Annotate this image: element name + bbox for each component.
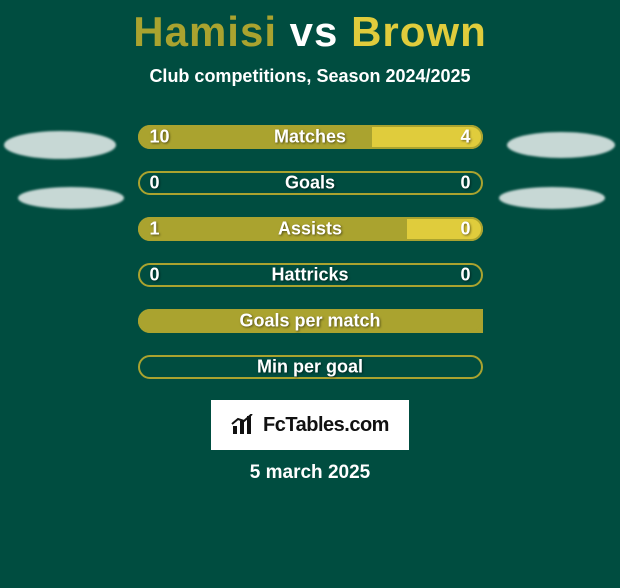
stat-label: Goals [285, 173, 335, 194]
player2-value: 4 [460, 127, 470, 148]
subtitle: Club competitions, Season 2024/2025 [0, 66, 620, 87]
player1-value: 1 [150, 219, 160, 240]
player1-photo-placeholder [4, 131, 116, 159]
player1-club-placeholder [18, 187, 124, 209]
stat-label: Matches [274, 127, 346, 148]
stat-row: Goals per match [138, 309, 483, 333]
stats-container: 104Matches00Goals10Assists00HattricksGoa… [0, 125, 620, 379]
logo-text: FcTables.com [263, 414, 389, 437]
player1-value: 0 [150, 173, 160, 194]
player2-value: 0 [460, 265, 470, 286]
stat-row: 0 0 Hattricks [138, 263, 483, 287]
stat-row: Min per goal [138, 355, 483, 379]
comparison-title: Hamisi vs Brown [0, 8, 620, 56]
player2-name: Brown [351, 8, 487, 55]
player1-value: 0 [150, 265, 160, 286]
chart-icon [231, 414, 257, 436]
stat-label: Goals per match [239, 311, 380, 332]
stat-row: 0 0 Goals [138, 171, 483, 195]
player2-club-placeholder [499, 187, 605, 209]
player1-name: Hamisi [133, 8, 277, 55]
player2-photo-placeholder [507, 132, 615, 158]
stat-label: Hattricks [271, 265, 348, 286]
vs-text: vs [290, 8, 339, 55]
player2-value: 0 [460, 219, 470, 240]
player2-value: 0 [460, 173, 470, 194]
player1-value: 10 [150, 127, 170, 148]
stat-row: 1 0 Assists [138, 217, 483, 241]
stat-label: Assists [278, 219, 342, 240]
stat-row: 10 4 Matches [138, 125, 483, 149]
date-text: 5 march 2025 [250, 462, 370, 484]
logo-box: FcTables.com [211, 400, 409, 450]
stat-label: Min per goal [257, 357, 363, 378]
